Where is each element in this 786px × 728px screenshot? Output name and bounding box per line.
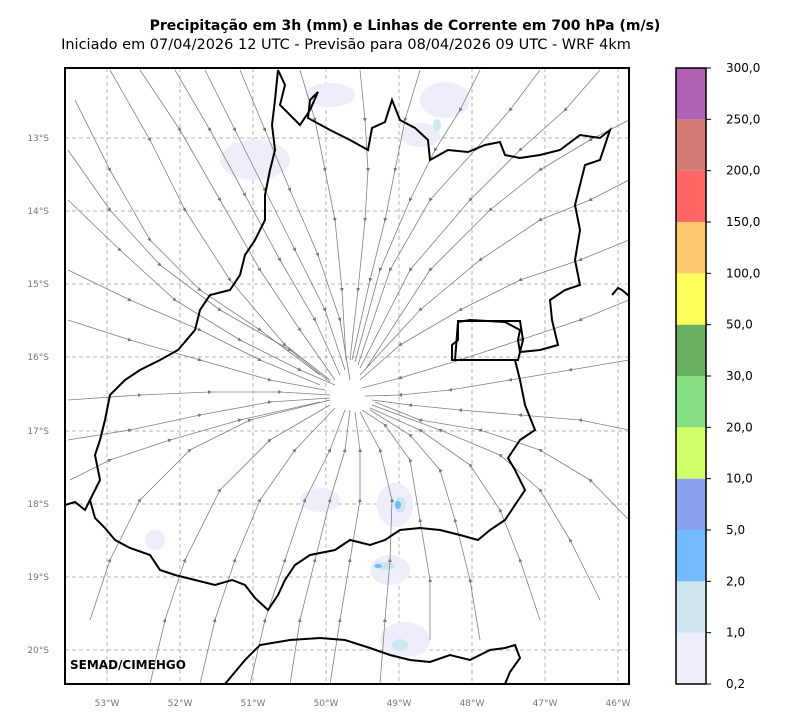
lon-label: 53°W xyxy=(95,699,120,709)
lon-label: 48°W xyxy=(460,699,485,709)
colorbar-label: 300,0 xyxy=(726,61,760,75)
streamline xyxy=(359,179,629,376)
streamline xyxy=(199,407,336,684)
streamline xyxy=(109,69,331,381)
colorbar-segment xyxy=(676,632,706,684)
streamline xyxy=(204,69,346,371)
lon-label: 50°W xyxy=(314,699,339,709)
state-border-east xyxy=(611,286,629,297)
colorbar-segment xyxy=(676,170,706,222)
colorbar-segment xyxy=(676,273,706,325)
streamline xyxy=(249,409,346,684)
lon-label: 51°W xyxy=(241,699,266,709)
colorbar: 0,2 1,0 2,0 5,0 10,0 20,0 30,0 50,0 100,0 150,0 20… xyxy=(675,61,760,691)
streamline xyxy=(364,359,629,397)
colorbar-segment xyxy=(676,376,706,428)
lon-label: 52°W xyxy=(168,699,193,709)
streamline xyxy=(299,69,347,361)
colorbar-segment xyxy=(676,222,706,274)
streamline xyxy=(329,411,363,684)
colorbar-segment xyxy=(676,530,706,582)
federal-district-border xyxy=(451,320,525,361)
colorbar-segment xyxy=(676,68,706,120)
streamline xyxy=(371,399,629,431)
streamline xyxy=(174,69,341,376)
colorbar-segment xyxy=(676,581,706,633)
chart-title: Precipitação em 3h (mm) e Linhas de Corr… xyxy=(149,18,661,34)
lat-label: 13°S xyxy=(27,134,49,144)
streamline xyxy=(359,69,601,369)
lat-label: 19°S xyxy=(27,573,49,583)
colorbar-segment xyxy=(676,119,706,171)
lat-label: 20°S xyxy=(27,646,49,656)
colorbar-label: 5,0 xyxy=(726,523,745,537)
lon-label: 46°W xyxy=(606,699,631,709)
lat-label: 15°S xyxy=(27,280,49,290)
map-frame xyxy=(64,67,630,685)
streamline xyxy=(239,69,351,381)
colorbar-segment xyxy=(676,478,706,530)
colorbar-label: 2,0 xyxy=(726,574,745,588)
colorbar-label: 10,0 xyxy=(726,472,753,486)
lat-label: 17°S xyxy=(27,427,49,437)
lat-label: 14°S xyxy=(27,207,49,217)
lat-label: 18°S xyxy=(27,500,49,510)
state-border-southwest xyxy=(65,499,91,512)
colorbar-label: 0,2 xyxy=(726,677,745,691)
streamline xyxy=(349,69,370,361)
colorbar-label: 30,0 xyxy=(726,369,753,383)
colorbar-label: 20,0 xyxy=(726,420,753,434)
streamline xyxy=(289,409,351,684)
colorbar-label: 250,0 xyxy=(726,112,760,126)
streamline xyxy=(354,69,481,363)
colorbar-label: 100,0 xyxy=(726,266,760,280)
colorbar-segment xyxy=(676,427,706,479)
streamline xyxy=(67,269,321,386)
gridlines xyxy=(65,68,629,684)
lon-label: 49°W xyxy=(387,699,412,709)
state-border-goias xyxy=(88,69,613,612)
colorbar-label: 150,0 xyxy=(726,215,760,229)
credit-label: SEMAD/CIMEHGO xyxy=(70,658,186,672)
longitude-labels: 53°W 52°W 51°W 50°W 49°W 48°W 47°W 46°W xyxy=(95,699,631,709)
lat-label: 16°S xyxy=(27,353,49,363)
streamline xyxy=(67,319,326,391)
colorbar-label: 50,0 xyxy=(726,318,753,332)
streamlines xyxy=(67,69,629,684)
precip-areas xyxy=(145,82,470,658)
colorbar-label: 1,0 xyxy=(726,626,745,640)
latitude-labels: 13°S 14°S 15°S 16°S 17°S 18°S 19°S 20°S xyxy=(27,134,49,656)
colorbar-segment xyxy=(676,324,706,376)
state-border-south xyxy=(224,636,522,684)
streamline xyxy=(351,69,421,361)
streamline xyxy=(67,389,331,401)
streamline xyxy=(361,299,629,389)
colorbar-label: 200,0 xyxy=(726,164,760,178)
streamline xyxy=(149,404,331,684)
chart-subtitle: Iniciado em 07/04/2026 12 UTC - Previsão… xyxy=(61,37,631,53)
lon-label: 47°W xyxy=(533,699,558,709)
